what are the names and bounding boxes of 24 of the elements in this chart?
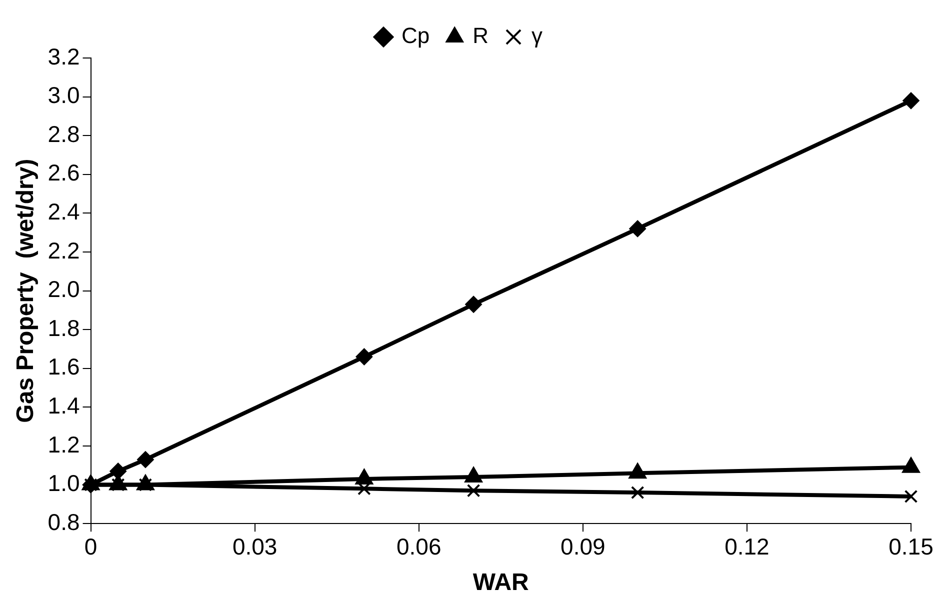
- legend-label: Cp: [401, 23, 430, 48]
- x-tick-label: 0.15: [888, 534, 934, 560]
- y-tick-label: 3.2: [48, 43, 80, 70]
- legend-label: γ: [532, 23, 543, 48]
- x-tick-label: 0.09: [560, 534, 606, 560]
- x-tick-label: 0.12: [724, 534, 770, 560]
- x-tick-label: 0.06: [396, 534, 442, 560]
- y-tick-label: 2.8: [48, 120, 80, 147]
- x-tick-label: 0.03: [232, 534, 278, 560]
- y-tick-label: 1.4: [48, 392, 80, 419]
- y-tick-label: 0.8: [48, 508, 80, 535]
- y-axis-title: Gas Property (wet/dry): [12, 158, 40, 423]
- x-axis-title: WAR: [472, 569, 529, 596]
- x-tick-label: 0: [84, 534, 98, 560]
- y-tick-label: 1.2: [48, 431, 80, 458]
- y-tick-label: 2.6: [48, 160, 80, 186]
- legend-label: R: [472, 23, 489, 48]
- y-tick-label: 1.0: [48, 470, 80, 496]
- y-tick-label: 2.2: [48, 237, 80, 264]
- y-tick-label: 1.6: [48, 354, 80, 380]
- y-tick-label: 1.8: [48, 314, 80, 341]
- y-tick-label: 2.4: [48, 198, 80, 225]
- y-tick-label: 3.0: [48, 82, 80, 108]
- y-tick-label: 2.0: [48, 276, 80, 302]
